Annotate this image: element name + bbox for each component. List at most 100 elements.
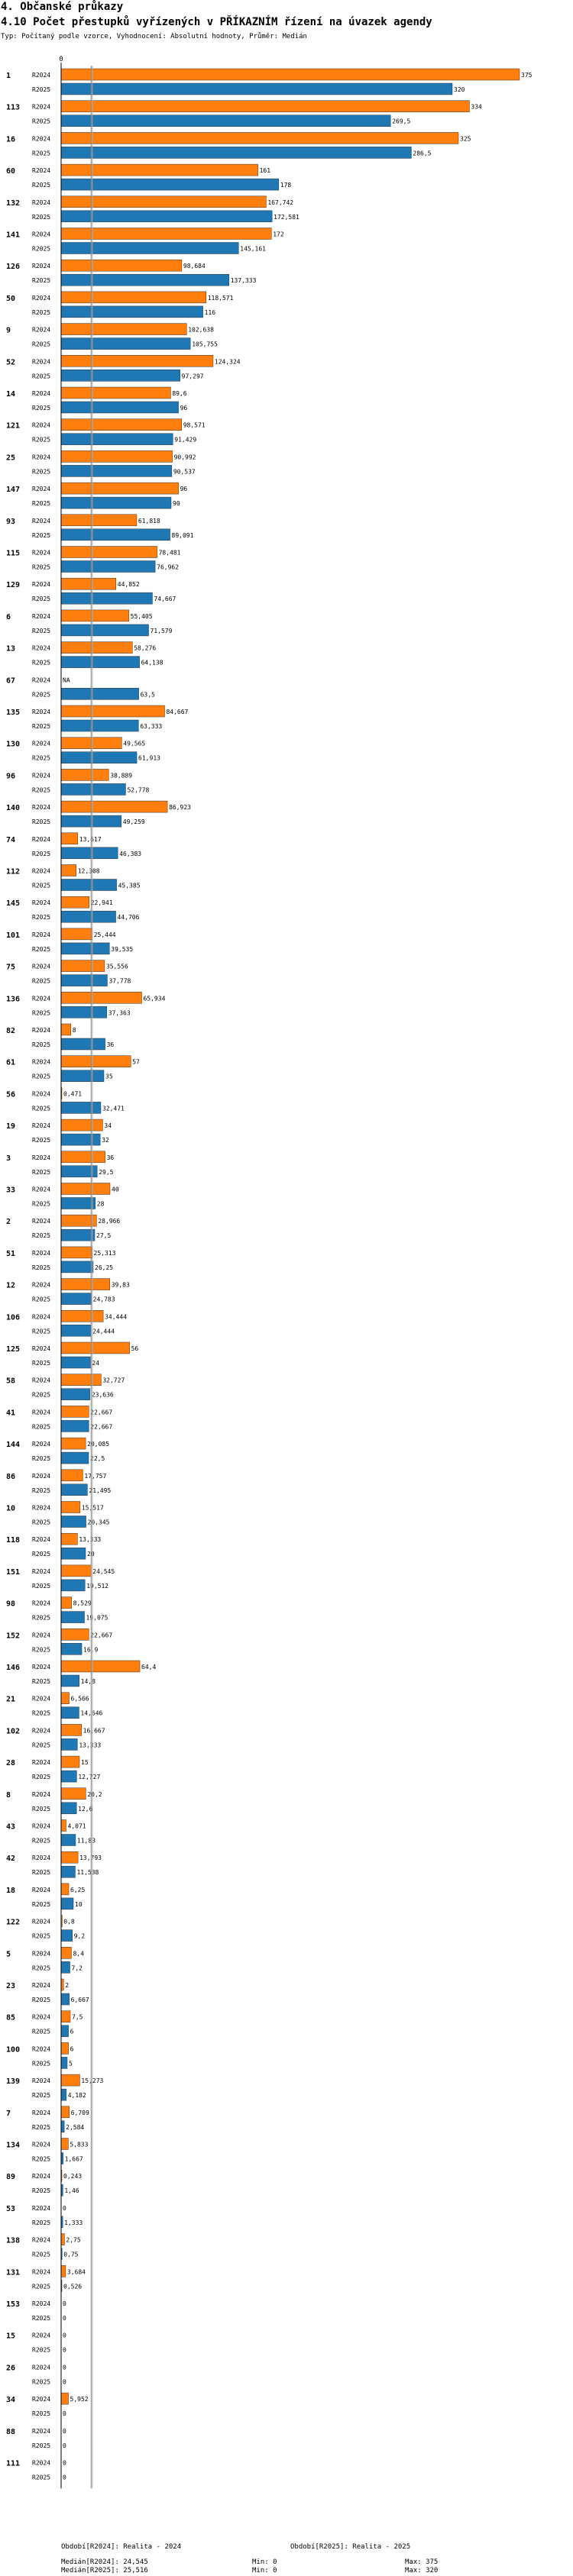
group-label: 88 — [6, 2428, 15, 2436]
bar-r2024 — [60, 418, 182, 431]
series-label-r2025: R2025 — [32, 86, 50, 93]
bar-r2025 — [60, 1674, 79, 1687]
bar-r2024 — [60, 1596, 72, 1609]
series-label-r2024: R2024 — [32, 1122, 50, 1129]
median-2024-label: Medián[R2024]: 24,545 — [61, 2558, 148, 2566]
group-label: 43 — [6, 1823, 15, 1832]
group-label: 67 — [6, 676, 15, 685]
data-label-r2024: 57 — [132, 1059, 140, 1066]
series-label-r2024: R2024 — [32, 613, 50, 620]
bar-r2025 — [60, 1929, 73, 1942]
series-label-r2024: R2024 — [32, 1568, 50, 1575]
series-label-r2025: R2025 — [32, 660, 50, 667]
bar-r2024 — [60, 1310, 104, 1322]
bar-r2025 — [60, 273, 229, 286]
data-label-r2024: 118,571 — [208, 295, 234, 302]
data-label-r2024: 65,934 — [143, 995, 165, 1002]
data-label-r2024: 0 — [63, 2300, 66, 2307]
group-label: 85 — [6, 2014, 15, 2022]
legend-period-2025: Období[R2025]: Realita - 2025 — [290, 2543, 411, 2551]
series-label-r2024: R2024 — [32, 1791, 50, 1798]
group-label: 111 — [6, 2460, 20, 2468]
bar-r2025 — [60, 178, 280, 191]
data-label-r2025: 49,259 — [123, 818, 145, 825]
data-label-r2024: 6 — [70, 2045, 74, 2052]
series-label-r2025: R2025 — [32, 246, 50, 253]
bar-r2024 — [60, 1851, 79, 1864]
group-label: 13 — [6, 645, 15, 654]
data-label-r2024: 55,405 — [131, 613, 153, 620]
data-label-r2025: 137,333 — [231, 277, 257, 284]
data-label-r2025: 14,8 — [81, 1678, 96, 1685]
data-label-r2024: 20,2 — [87, 1791, 102, 1798]
group-label: 14 — [6, 390, 15, 399]
series-label-r2024: R2024 — [32, 931, 50, 938]
series-label-r2024: R2024 — [32, 581, 50, 588]
series-label-r2025: R2025 — [32, 2029, 50, 2035]
series-label-r2025: R2025 — [32, 1264, 50, 1271]
group-label: 152 — [6, 1632, 20, 1640]
bar-r2024 — [60, 2392, 69, 2405]
group-label: 15 — [6, 2332, 15, 2341]
bar-r2025 — [60, 337, 191, 350]
bar-r2024 — [60, 800, 168, 813]
group-label: 18 — [6, 1887, 15, 1895]
series-label-r2024: R2024 — [32, 1059, 50, 1066]
series-label-r2024: R2024 — [32, 1887, 50, 1893]
data-label-r2025: 97,297 — [182, 373, 204, 379]
data-label-r2024: 15,517 — [82, 1505, 104, 1512]
series-label-r2025: R2025 — [32, 1551, 50, 1558]
data-label-r2025: 19,512 — [86, 1583, 108, 1590]
data-label-r2025: 269,5 — [392, 118, 410, 125]
data-label-r2025: 286,5 — [413, 150, 431, 157]
series-label-r2024: R2024 — [32, 2205, 50, 2212]
group-label: 7 — [6, 2110, 11, 2118]
series-label-r2024: R2024 — [32, 1377, 50, 1384]
bar-r2025 — [60, 1516, 86, 1528]
series-label-r2024: R2024 — [32, 327, 50, 334]
series-label-r2025: R2025 — [32, 1487, 50, 1494]
bar-r2024 — [60, 832, 79, 845]
max-2025-label: Max: 320 — [405, 2567, 439, 2574]
bar-r2024 — [60, 1246, 92, 1259]
data-label-r2024: 96 — [180, 486, 188, 492]
group-label: 28 — [6, 1759, 15, 1767]
data-label-r2025: 22,5 — [90, 1455, 105, 1462]
series-label-r2024: R2024 — [32, 1441, 50, 1448]
data-label-r2025: 63,333 — [140, 723, 162, 730]
series-label-r2025: R2025 — [32, 341, 50, 348]
data-label-r2024: 124,324 — [215, 358, 241, 365]
data-label-r2024: 86,923 — [169, 804, 191, 811]
data-label-r2024: 40 — [112, 1186, 119, 1193]
bar-r2024 — [60, 1660, 141, 1673]
data-label-r2024: 36 — [107, 1154, 115, 1161]
bar-r2025 — [60, 1483, 88, 1496]
series-label-r2024: R2024 — [32, 2332, 50, 2339]
bar-r2024 — [60, 1437, 86, 1450]
legend-period-2024: Období[R2024]: Realita - 2024 — [61, 2543, 182, 2551]
group-label: 53 — [6, 2205, 15, 2213]
group-label: 129 — [6, 581, 20, 589]
data-label-r2024: 25,444 — [94, 931, 116, 938]
series-label-r2024: R2024 — [32, 899, 50, 906]
series-label-r2024: R2024 — [32, 1154, 50, 1161]
data-label-r2025: 14,646 — [80, 1710, 102, 1717]
series-label-r2025: R2025 — [32, 1742, 50, 1748]
series-label-r2025: R2025 — [32, 786, 50, 793]
data-label-r2024: 5,833 — [70, 2142, 88, 2148]
bar-r2025 — [60, 624, 149, 637]
group-label: 115 — [6, 550, 20, 558]
data-label-r2024: 5,952 — [70, 2396, 89, 2403]
data-label-r2025: 52,778 — [127, 786, 149, 793]
bar-r2025 — [60, 783, 126, 796]
bar-r2024 — [60, 1023, 72, 1036]
data-label-r2025: 0 — [63, 2442, 66, 2449]
series-label-r2024: R2024 — [32, 1505, 50, 1512]
series-label-r2025: R2025 — [32, 1678, 50, 1685]
data-label-r2025: 4,182 — [68, 2092, 86, 2099]
series-label-r2024: R2024 — [32, 1664, 50, 1671]
series-label-r2025: R2025 — [32, 2474, 50, 2481]
bar-r2025 — [60, 433, 173, 445]
series-label-r2024: R2024 — [32, 804, 50, 811]
bar-r2025 — [60, 305, 203, 318]
